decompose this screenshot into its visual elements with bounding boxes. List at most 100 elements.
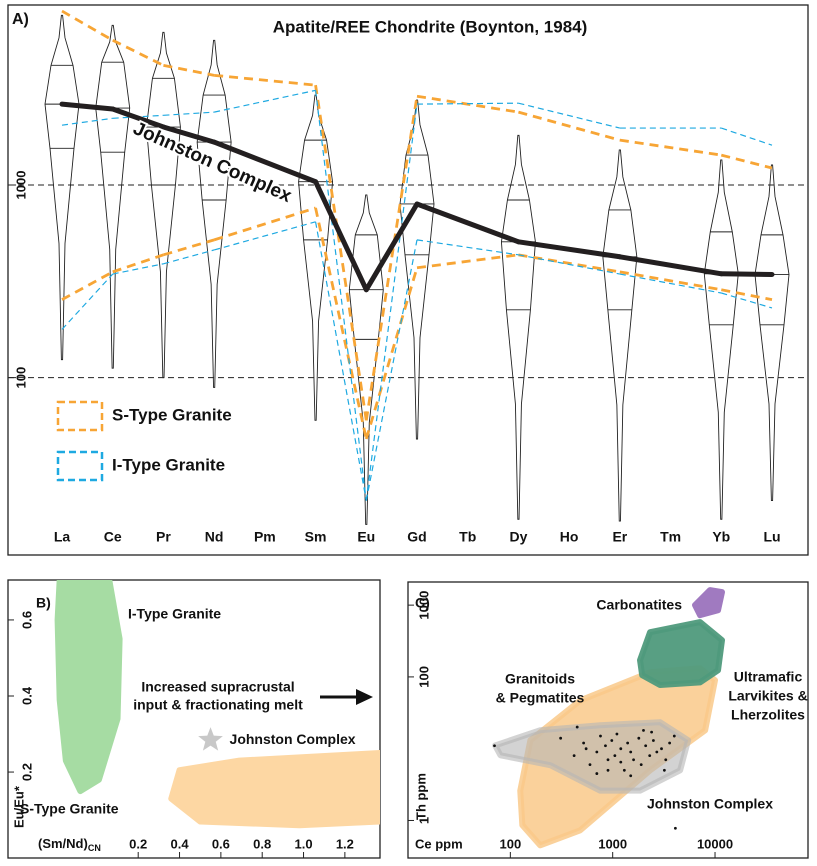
envelope-lower — [721, 288, 773, 302]
panel-c-regions — [492, 587, 726, 849]
point — [632, 758, 635, 762]
region-label: I-Type Granite — [128, 606, 221, 622]
point — [588, 763, 592, 767]
chart-title: Apatite/REE Chondrite (Boynton, 1984) — [273, 17, 588, 36]
envelope-upper — [721, 127, 773, 146]
point — [673, 826, 677, 830]
region-label: Johnston Complex — [647, 796, 773, 812]
violin-body — [703, 159, 739, 520]
point — [642, 728, 645, 732]
point — [637, 736, 641, 740]
region-label: & Pegmatites — [496, 690, 585, 706]
panel-a-frame — [7, 4, 809, 556]
envelope-lower — [619, 270, 722, 292]
point — [619, 760, 623, 764]
region-label: Granitoids — [505, 671, 575, 687]
y-tick-label: 100 — [416, 666, 431, 688]
point — [584, 747, 588, 751]
envelope-lower — [61, 270, 114, 301]
y-tick-label: 1000 — [416, 591, 431, 620]
series-line — [59, 101, 116, 112]
series-line — [211, 139, 319, 185]
x-tick-label: 0.4 — [170, 836, 189, 851]
panel-label: A) — [12, 11, 29, 28]
x-tick-label: Tm — [660, 529, 681, 545]
envelope-lower — [112, 253, 164, 274]
x-axis-label-sub: CN — [88, 843, 101, 853]
x-tick-label: Pm — [254, 529, 276, 545]
x-tick-label: Ho — [560, 529, 579, 545]
violin-body — [399, 99, 435, 440]
envelope-lower — [314, 207, 368, 440]
point — [629, 750, 633, 754]
point — [599, 734, 602, 738]
x-tick-label: 1000 — [598, 836, 627, 851]
series-line — [617, 254, 724, 277]
x-axis-label: (Sm/Nd)CN — [38, 836, 101, 853]
x-tick-label: Nd — [205, 529, 224, 545]
series-line — [414, 201, 521, 245]
envelope-upper — [314, 90, 367, 501]
envelope-lower — [314, 221, 367, 501]
envelope-upper — [619, 138, 722, 157]
x-tick-label: 1.0 — [294, 836, 312, 851]
point — [655, 750, 659, 754]
panel-b-frame — [7, 579, 381, 859]
point — [575, 725, 579, 729]
point — [606, 768, 610, 772]
envelope-lower — [112, 263, 164, 275]
point — [672, 734, 676, 738]
legend-label: S-Type Granite — [112, 405, 232, 424]
arrow-head — [356, 689, 373, 705]
x-tick-label: La — [54, 529, 71, 545]
panel-b-regions — [54, 580, 380, 829]
violin-body — [754, 164, 790, 502]
x-tick-label: 10000 — [697, 836, 733, 851]
point — [493, 744, 496, 748]
x-tick-label: Sm — [305, 529, 327, 545]
x-tick-label: 0.8 — [253, 836, 271, 851]
point-star — [198, 727, 223, 751]
x-tick-label: 100 — [499, 836, 521, 851]
envelope-lower — [619, 273, 722, 294]
region — [637, 619, 726, 689]
y-tick-label: 0.6 — [19, 611, 34, 629]
point — [610, 739, 614, 742]
panel-label: C) — [415, 595, 430, 611]
point — [572, 754, 576, 758]
legend-label: I-Type Granite — [112, 455, 225, 474]
point — [644, 744, 648, 748]
y-axis-label: Eu/Eu* — [11, 785, 26, 828]
envelope-lower — [364, 267, 419, 440]
point — [559, 736, 563, 740]
series-line — [110, 106, 166, 130]
x-tick-label: 1.2 — [336, 836, 354, 851]
region — [54, 580, 123, 795]
x-axis-label: Ce ppm — [415, 836, 463, 851]
legend-swatch — [56, 450, 104, 482]
envelope-lower — [721, 292, 773, 309]
x-tick-label: Yb — [712, 529, 730, 545]
point — [595, 772, 599, 775]
point — [613, 754, 617, 758]
x-tick-label: Dy — [509, 529, 527, 545]
x-tick-label: 0.2 — [129, 836, 147, 851]
point — [662, 768, 666, 772]
envelope-upper — [518, 110, 621, 142]
point — [664, 758, 668, 762]
x-tick-label: 0.6 — [212, 836, 230, 851]
series-line — [363, 201, 420, 293]
point — [650, 730, 653, 734]
point — [582, 741, 586, 745]
envelope-lower — [163, 238, 215, 257]
violin-body — [348, 194, 384, 525]
panel-label: B) — [36, 595, 51, 611]
envelope-upper — [518, 102, 621, 129]
violin-body — [602, 149, 638, 522]
series-line — [160, 124, 217, 145]
violin-body — [44, 14, 80, 361]
envelope-upper — [214, 73, 316, 87]
x-tick-label: Eu — [357, 529, 375, 545]
